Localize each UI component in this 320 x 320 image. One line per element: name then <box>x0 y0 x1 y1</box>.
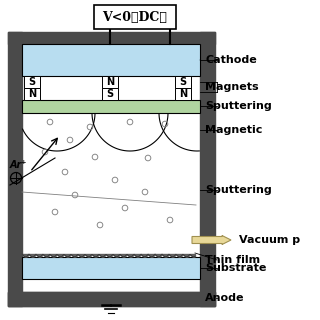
Text: Cathode: Cathode <box>205 55 257 65</box>
Text: Magnetic: Magnetic <box>205 125 268 135</box>
Text: Sputtering: Sputtering <box>205 101 272 111</box>
Text: S: S <box>107 89 114 99</box>
FancyBboxPatch shape <box>94 5 176 29</box>
Text: Ar⁺: Ar⁺ <box>10 160 28 170</box>
Bar <box>24 76 40 88</box>
Bar <box>22 44 200 76</box>
Bar <box>175 88 191 100</box>
Text: N: N <box>28 89 36 99</box>
Bar <box>200 32 215 306</box>
Bar <box>175 76 191 88</box>
Text: Sputtering: Sputtering <box>205 185 272 195</box>
Text: Magnets: Magnets <box>205 82 259 92</box>
Bar <box>22 257 200 279</box>
Text: Anode: Anode <box>205 293 244 303</box>
Text: Vacuum p: Vacuum p <box>239 235 300 245</box>
Bar <box>102 76 118 88</box>
Text: V<0（DC）: V<0（DC） <box>103 11 167 23</box>
Bar <box>8 32 215 44</box>
Text: N: N <box>106 77 114 87</box>
Text: S: S <box>28 77 36 87</box>
Text: S: S <box>180 77 187 87</box>
Text: N: N <box>179 89 187 99</box>
Text: Thin film: Thin film <box>205 255 260 265</box>
Bar <box>8 292 215 306</box>
FancyArrow shape <box>192 236 231 244</box>
Bar <box>8 292 215 306</box>
Text: Substrate: Substrate <box>205 263 266 273</box>
Bar <box>22 100 200 113</box>
Bar <box>24 88 40 100</box>
Bar <box>102 88 118 100</box>
Bar <box>8 32 22 306</box>
